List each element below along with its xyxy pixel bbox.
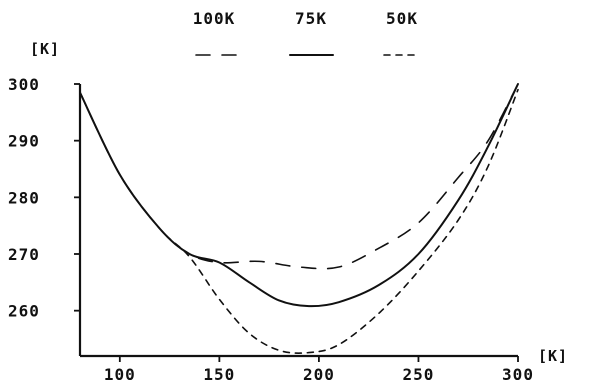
- x-tick-label-200: 200: [303, 365, 335, 384]
- legend-item-100k: 100K: [193, 9, 239, 56]
- y-tick-label-300: 300: [8, 75, 40, 94]
- legend-label-75k: 75K: [295, 9, 327, 28]
- y-tick-label-280: 280: [8, 188, 40, 207]
- legend-label-50k: 50K: [386, 9, 418, 28]
- y-tick-label-270: 270: [8, 245, 40, 264]
- legend-item-75k: 75K: [289, 9, 334, 56]
- x-tick-label-250: 250: [403, 365, 435, 384]
- legend-item-50k: 50K: [383, 9, 418, 56]
- x-tick-label-150: 150: [203, 365, 235, 384]
- series-layer: [79, 83, 519, 354]
- y-tick-label-290: 290: [8, 132, 40, 151]
- ticks: 260 270 280 290 300 100 150 200 250 300: [8, 75, 534, 384]
- legend-label-100k: 100K: [193, 9, 236, 28]
- x-axis-unit-label: [K]: [538, 347, 568, 365]
- y-tick-label-260: 260: [8, 302, 40, 321]
- axes: [78, 84, 518, 358]
- x-tick-label-300: 300: [502, 365, 534, 384]
- series-line-100k: [79, 83, 519, 270]
- x-tick-label-100: 100: [104, 365, 136, 384]
- series-line-75k: [79, 83, 519, 308]
- series-line-50k: [79, 88, 519, 354]
- y-axis-unit-label: [K]: [30, 40, 60, 58]
- legend: 100K 75K 50K: [193, 9, 418, 56]
